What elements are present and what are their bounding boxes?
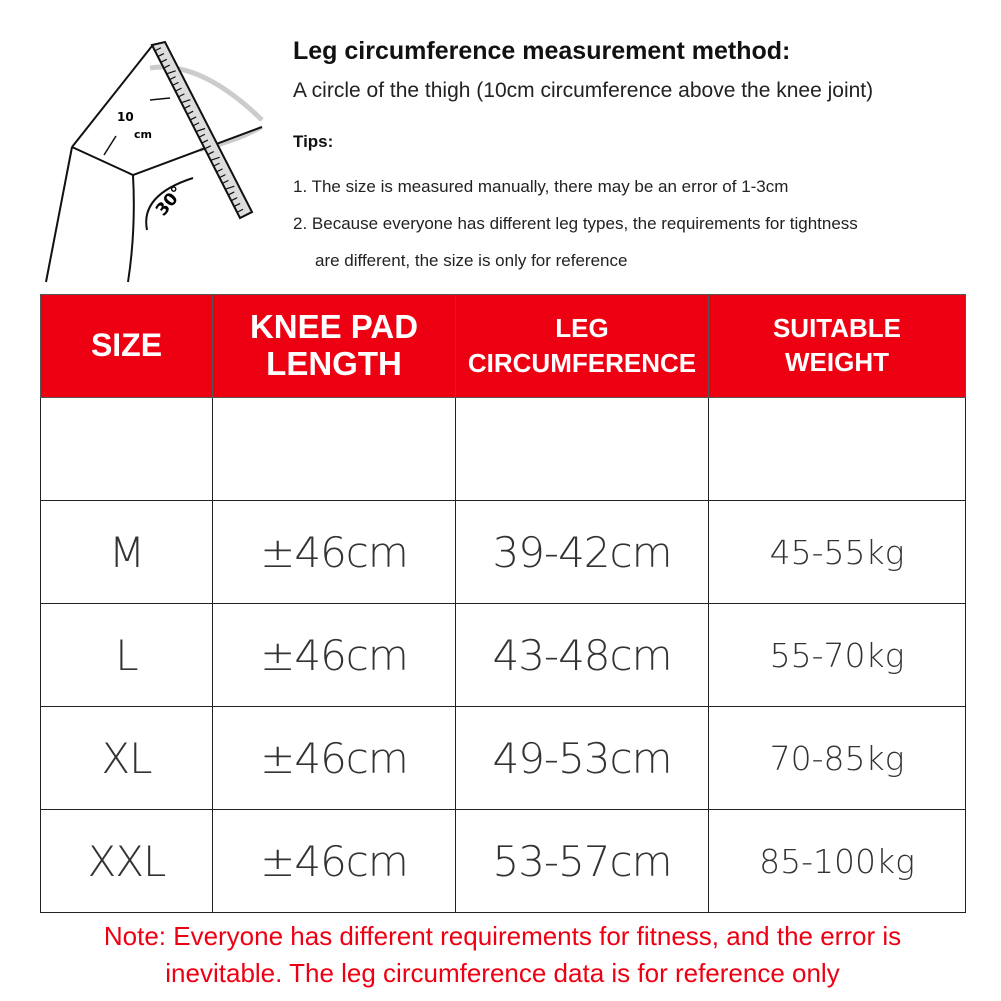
weight-cell: 55-70kg — [708, 603, 966, 707]
tape-tick — [213, 162, 220, 167]
tape-tick — [195, 127, 206, 133]
tape-tick — [216, 168, 223, 173]
size-cell: L — [40, 603, 213, 707]
tape-measure — [150, 40, 254, 220]
size-cell: XXL — [40, 809, 213, 913]
tape-tick — [233, 202, 241, 208]
weight-cell: 45-55kg — [708, 500, 966, 604]
circumference-cell: 43-48cm — [455, 603, 709, 707]
tape-tick — [154, 47, 162, 52]
length-label: 10 — [117, 110, 134, 124]
length-cell: ±46cm — [212, 603, 456, 707]
tape-tick — [183, 104, 191, 109]
length-cell: ±46cm — [212, 500, 456, 604]
table-row — [40, 397, 966, 501]
angle-label: 30° — [152, 183, 188, 221]
note-line-1: Note: Everyone has different requirement… — [103, 921, 902, 951]
note: Note: Everyone has different requirement… — [40, 918, 965, 992]
tape-tick — [189, 116, 197, 121]
knee-measurement-illustration: 10 cm 30° — [45, 40, 264, 283]
tape-tick — [207, 151, 215, 156]
length-cell — [212, 397, 456, 501]
tape-tick — [230, 197, 238, 202]
unit-label: cm — [134, 128, 152, 141]
tape-tick — [198, 133, 206, 138]
page-title: Leg circumference measurement method: — [293, 37, 791, 65]
tape-tick — [157, 52, 165, 58]
tape-tick — [219, 174, 226, 179]
tape-tick — [210, 156, 220, 161]
weight-cell: 70-85kg — [708, 706, 966, 810]
tape-tick — [201, 139, 209, 144]
circumference-cell: 39-42cm — [455, 500, 709, 604]
table-row: XXL ±46cm 53-57cm 85-100kg — [40, 809, 966, 913]
tape-tick — [225, 185, 235, 190]
subtitle: A circle of the thigh (10cm circumferenc… — [293, 79, 874, 102]
circumference-cell: 53-57cm — [455, 809, 709, 913]
size-cell: M — [40, 500, 213, 604]
tip-2-line1: 2. Because everyone has different leg ty… — [293, 214, 858, 233]
tape-tick — [236, 208, 244, 213]
note-line-2: inevitable. The leg circumference data i… — [165, 958, 840, 988]
tape-tick — [172, 81, 179, 86]
col-leg-circumference: LEG CIRCUMFERENCE — [455, 294, 709, 398]
weight-cell: 85-100kg — [708, 809, 966, 913]
table-header: SIZE KNEE PAD LENGTH LEG CIRCUMFERENCE SUI… — [40, 294, 966, 398]
tape-tick — [227, 191, 235, 196]
tape-tick — [181, 99, 191, 104]
tip-1: 1. The size is measured manually, there … — [293, 177, 789, 196]
size-cell: XL — [40, 706, 213, 810]
col-size: SIZE — [40, 294, 213, 398]
tape-tick — [169, 76, 176, 81]
tape-tick — [163, 64, 171, 69]
tape-tick — [175, 87, 182, 92]
tape-tick — [192, 122, 200, 127]
tape-tick — [166, 70, 176, 75]
circumference-cell: 49-53cm — [455, 706, 709, 810]
tape-tick — [222, 179, 229, 184]
tape-tick — [178, 93, 185, 98]
col-knee-pad-length: KNEE PAD LENGTH — [212, 294, 456, 398]
size-cell — [40, 397, 213, 501]
tip-2-line2: are different, the size is only for refe… — [315, 251, 628, 270]
tape-tick — [186, 110, 194, 115]
tip-2: 2. Because everyone has different leg ty… — [293, 205, 858, 279]
weight-cell — [708, 397, 966, 501]
length-cell: ±46cm — [212, 809, 456, 913]
col-suitable-weight: SUITABLE WEIGHT — [708, 294, 966, 398]
length-cell: ±46cm — [212, 706, 456, 810]
table-row: XL ±46cm 49-53cm 70-85kg — [40, 706, 966, 810]
tape-tick — [160, 58, 168, 63]
table-row: L ±46cm 43-48cm 55-70kg — [40, 603, 966, 707]
size-table: SIZE KNEE PAD LENGTH LEG CIRCUMFERENCE SUI… — [40, 294, 966, 913]
tape-tick — [204, 145, 212, 150]
table-row: M ±46cm 39-42cm 45-55kg — [40, 500, 966, 604]
tips-label: Tips: — [293, 132, 334, 151]
circumference-cell — [455, 397, 709, 501]
